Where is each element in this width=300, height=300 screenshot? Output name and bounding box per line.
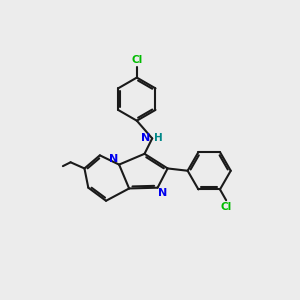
Text: N: N: [158, 188, 168, 199]
Text: Cl: Cl: [131, 55, 142, 65]
Text: Cl: Cl: [220, 202, 232, 212]
Text: H: H: [154, 134, 163, 143]
Text: N: N: [109, 154, 118, 164]
Text: N: N: [141, 134, 151, 143]
